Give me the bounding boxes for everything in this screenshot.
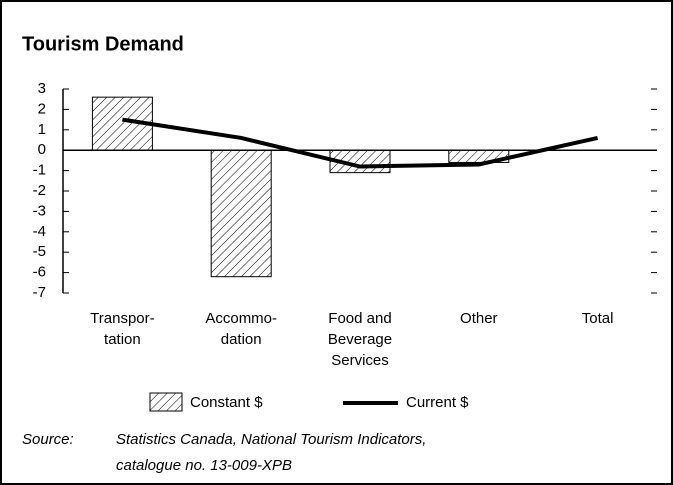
x-tick-label: Other <box>460 310 498 327</box>
y-tick-label: -4 <box>33 223 46 240</box>
source-label: Source: <box>22 431 74 448</box>
chart-title: Tourism Demand <box>22 33 184 55</box>
y-tick-label: -6 <box>33 264 46 281</box>
x-tick-label: dation <box>221 331 262 348</box>
source-text: Statistics Canada, National Tourism Indi… <box>116 431 426 448</box>
y-tick-label: -7 <box>33 284 46 301</box>
x-tick-label: Transpor- <box>90 310 154 327</box>
y-tick-label: 1 <box>38 121 46 138</box>
x-tick-label: Beverage <box>328 331 392 348</box>
y-tick-label: 3 <box>38 80 46 97</box>
line <box>122 117 599 169</box>
legend-label: Constant $ <box>190 394 263 411</box>
x-tick-label: tation <box>104 331 141 348</box>
x-tick-label: Food and <box>328 310 391 327</box>
y-tick-label: 0 <box>38 141 46 158</box>
y-tick-label: -5 <box>33 243 46 260</box>
legend-swatch <box>149 392 183 412</box>
source-text: catalogue no. 13-009-XPB <box>116 457 292 474</box>
y-tick-label: -1 <box>33 162 46 179</box>
legend-label: Current $ <box>406 394 469 411</box>
x-tick-label: Accommo- <box>205 310 277 327</box>
bar <box>210 149 272 278</box>
y-tick-label: 2 <box>38 100 46 117</box>
y-tick-label: -3 <box>33 202 46 219</box>
x-tick-label: Total <box>582 310 614 327</box>
x-tick-label: Services <box>331 352 389 369</box>
y-tick-label: -2 <box>33 182 46 199</box>
